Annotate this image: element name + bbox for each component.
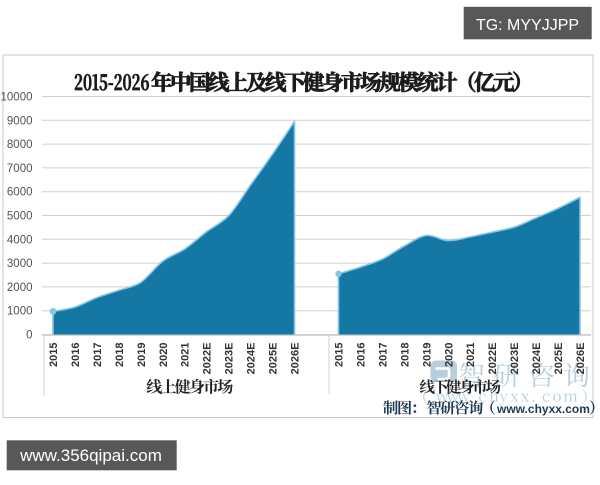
- svg-text:6000: 6000: [7, 187, 33, 199]
- svg-text:2021: 2021: [465, 343, 477, 367]
- svg-text:2022E: 2022E: [487, 343, 499, 375]
- svg-text:3000: 3000: [7, 258, 33, 270]
- svg-text:2019: 2019: [421, 343, 433, 367]
- svg-text:2023E: 2023E: [224, 343, 236, 375]
- svg-text:2020: 2020: [443, 343, 455, 367]
- svg-text:2020: 2020: [158, 343, 170, 367]
- svg-text:2025E: 2025E: [553, 343, 565, 375]
- svg-text:TG: MYYJJPP: TG: MYYJJPP: [476, 17, 579, 34]
- svg-text:2018: 2018: [114, 343, 126, 367]
- svg-text:2017: 2017: [92, 343, 104, 367]
- svg-text:0: 0: [26, 330, 32, 342]
- svg-text:8000: 8000: [7, 139, 33, 151]
- svg-text:2022E: 2022E: [202, 343, 214, 375]
- svg-text:5000: 5000: [7, 211, 33, 223]
- svg-text:2023E: 2023E: [509, 343, 521, 375]
- svg-text:2024E: 2024E: [246, 343, 258, 375]
- svg-text:9000: 9000: [7, 115, 33, 127]
- svg-text:10000: 10000: [1, 92, 33, 104]
- svg-text:2015: 2015: [334, 343, 346, 367]
- svg-text:2016: 2016: [70, 343, 82, 367]
- svg-text:2000: 2000: [7, 282, 33, 294]
- svg-text:4000: 4000: [7, 234, 33, 246]
- svg-text:7000: 7000: [7, 163, 33, 175]
- svg-text:www.356qipai.com: www.356qipai.com: [19, 446, 162, 465]
- svg-text:2025E: 2025E: [268, 343, 280, 375]
- svg-text:1000: 1000: [7, 306, 33, 318]
- svg-text:2016: 2016: [355, 343, 367, 367]
- svg-text:2021: 2021: [180, 343, 192, 367]
- svg-text:www.chyxx.com: www.chyxx.com: [496, 402, 590, 416]
- svg-text:2026E: 2026E: [290, 343, 302, 375]
- svg-text:2024E: 2024E: [531, 343, 543, 375]
- svg-text:2015: 2015: [48, 343, 60, 367]
- svg-text:2017: 2017: [377, 343, 389, 367]
- svg-text:2018: 2018: [399, 343, 411, 367]
- svg-text:2019: 2019: [136, 343, 148, 367]
- svg-text:2026E: 2026E: [575, 343, 587, 375]
